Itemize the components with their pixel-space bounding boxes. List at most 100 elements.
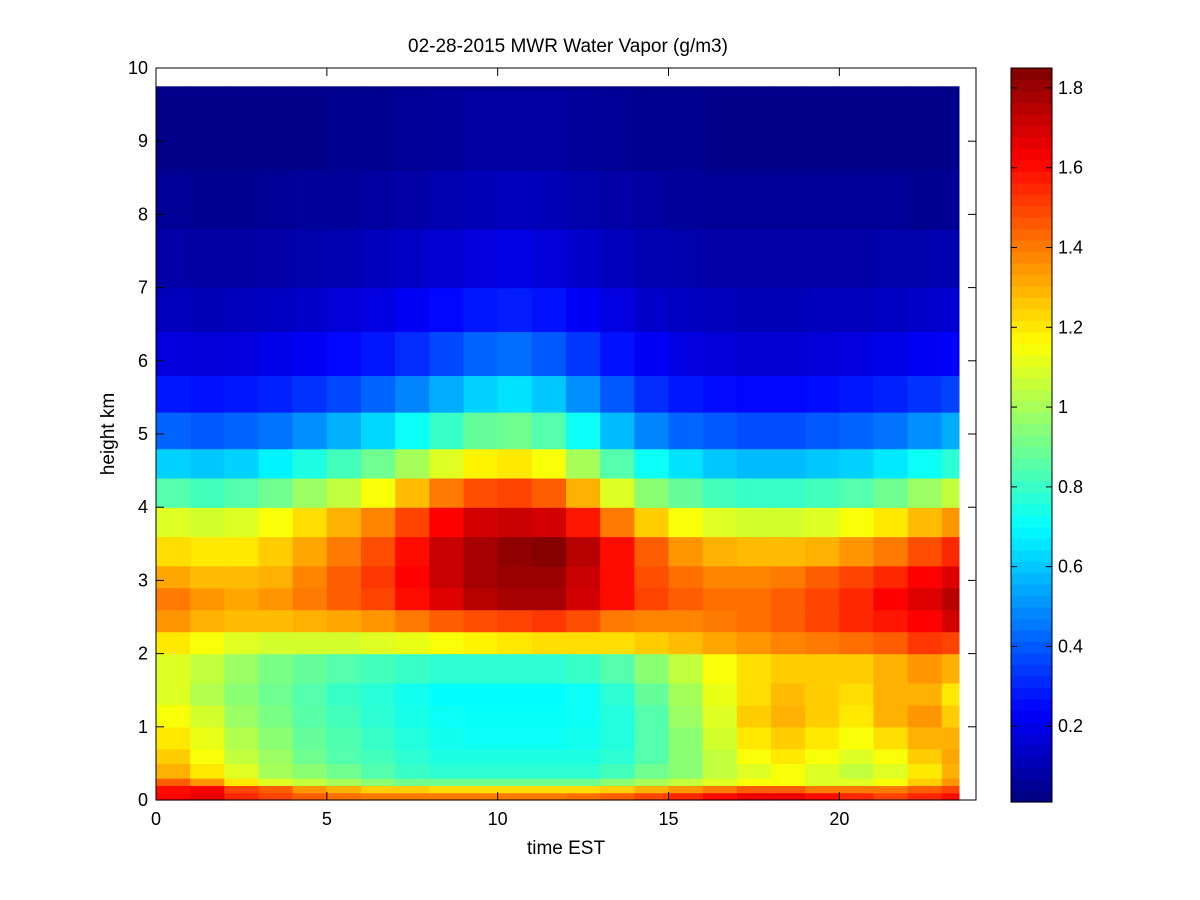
heatmap-cell [702,792,738,801]
heatmap-cell [907,726,943,750]
heatmap-cell [736,763,772,779]
x-tick-label: 10 [488,809,508,829]
heatmap-cell [326,375,362,413]
colorbar-step [1011,733,1052,746]
colorbar-tick-label: 0.8 [1058,477,1083,497]
heatmap-cell [156,726,191,750]
heatmap-cell [873,89,909,172]
heatmap-cell [771,448,806,479]
heatmap-cell [907,287,943,333]
heatmap-cell [771,778,806,786]
colorbar-step [1011,343,1052,356]
heatmap-cell [771,477,806,508]
colorbar-step [1011,228,1052,241]
heatmap-cell [531,704,567,728]
heatmap-cell [805,229,840,289]
heatmap-cell [292,587,328,611]
heatmap-cell [429,86,465,91]
colorbar-step [1011,641,1052,654]
heatmap-cell [429,609,465,633]
heatmap-cell [258,375,294,413]
heatmap-cell [668,763,704,779]
heatmap-cell [702,229,738,289]
heatmap-cell [668,412,704,450]
heatmap-cell [429,331,465,377]
heatmap-cell [258,507,294,538]
heatmap-cell [873,412,909,450]
heatmap-cell [634,287,670,333]
heatmap-cell [941,477,960,508]
heatmap-cell [258,778,294,786]
colorbar-gradient [1011,68,1052,803]
heatmap-cell [634,170,670,230]
heatmap-cell [668,653,704,684]
heatmap-cell [429,748,465,764]
heatmap-cell [156,682,191,706]
heatmap-cell [292,507,328,538]
heatmap-cell [361,726,396,750]
heatmap-cell [702,785,738,794]
heatmap-cell [395,726,430,750]
heatmap-cell [326,792,362,801]
heatmap-cell [668,477,704,508]
heatmap-cell [190,86,225,91]
heatmap-cell [873,565,909,589]
heatmap-cell [839,726,875,750]
heatmap-cell [907,704,943,728]
heatmap-cell [771,375,806,413]
colorbar-frame [1010,67,1053,803]
heatmap-cell [497,331,533,377]
heatmap-cell [839,170,875,230]
heatmap-cell [326,448,362,479]
heatmap-cell [805,609,840,633]
heatmap-cell [873,287,909,333]
heatmap-cell [429,477,465,508]
heatmap-cell [634,412,670,450]
heatmap-cell [668,86,704,91]
heatmap-cell [395,748,430,764]
heatmap-cell [497,536,533,567]
x-tick-label: 20 [829,809,849,829]
heatmap-cell [224,763,260,779]
heatmap-cell [566,507,601,538]
y-tick-label: 3 [138,570,148,590]
heatmap-cell [907,412,943,450]
heatmap-cell [702,653,738,684]
heatmap-cell [429,507,465,538]
heatmap-cell [771,229,806,289]
heatmap-cell [907,785,943,794]
heatmap-cell [326,763,362,779]
heatmap-cell [839,682,875,706]
heatmap-cell [395,587,430,611]
heatmap-cell [224,587,260,611]
colorbar-tick-label: 0.6 [1058,557,1083,577]
heatmap-cell [292,682,328,706]
heatmap-cell [771,507,806,538]
heatmap-cell [907,229,943,289]
heatmap-cell [941,631,960,655]
heatmap-cell [429,412,465,450]
heatmap-cell [156,448,191,479]
heatmap-cell [224,375,260,413]
heatmap-cell [805,631,840,655]
heatmap-cell [224,477,260,508]
heatmap-cell [634,748,670,764]
heatmap-cell [839,587,875,611]
heatmap-cell [668,792,704,801]
heatmap-cell [805,287,840,333]
heatmap-cell [771,89,806,172]
heatmap-cell [805,682,840,706]
colorbar-step [1011,435,1052,448]
colorbar-step [1011,412,1052,425]
heatmap-cell [805,785,840,794]
heatmap-cell [258,748,294,764]
heatmap-cell [463,631,499,655]
heatmap-cell [156,477,191,508]
heatmap-cell [600,89,635,172]
colorbar-tick-label: 1.2 [1058,317,1083,337]
heatmap-cell [634,631,670,655]
heatmap-cell [463,778,499,786]
heatmap-cell [907,631,943,655]
heatmap-cell [907,587,943,611]
heatmap-cell [156,653,191,684]
